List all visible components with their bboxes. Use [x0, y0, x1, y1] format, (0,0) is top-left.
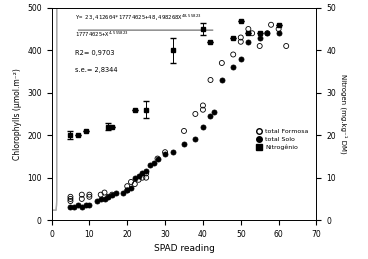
Point — [143, 171, 149, 176]
Point — [132, 182, 138, 186]
Point — [136, 174, 142, 178]
Point — [181, 129, 187, 133]
Point — [67, 199, 73, 203]
Point — [238, 57, 244, 61]
Point — [79, 205, 85, 210]
Point — [83, 203, 89, 207]
Point — [219, 61, 225, 65]
Point — [181, 142, 187, 146]
Point — [192, 137, 198, 141]
Point — [124, 188, 130, 192]
Text: s.e.= 2,8344: s.e.= 2,8344 — [75, 67, 118, 73]
Point — [208, 114, 213, 118]
Point — [67, 197, 73, 201]
Point — [192, 112, 198, 116]
Point — [71, 205, 77, 210]
Point — [276, 31, 282, 35]
Point — [245, 40, 251, 44]
Point — [147, 163, 153, 167]
Point — [105, 195, 111, 199]
Point — [136, 178, 142, 182]
Point — [230, 65, 236, 69]
Text: 17774025+X$^{4,555823}$: 17774025+X$^{4,555823}$ — [75, 30, 129, 39]
Point — [276, 27, 282, 31]
Point — [219, 78, 225, 82]
Point — [170, 150, 176, 154]
Point — [208, 78, 213, 82]
Point — [109, 193, 115, 197]
Point — [257, 44, 263, 48]
Legend: total Formosa, total Solo, Nitrogênio: total Formosa, total Solo, Nitrogênio — [254, 127, 311, 152]
Point — [211, 110, 217, 114]
Point — [94, 199, 100, 203]
Point — [162, 152, 168, 156]
Point — [86, 203, 92, 207]
Y-axis label: Chlorophylls (μmol.m⁻²): Chlorophylls (μmol.m⁻²) — [13, 68, 22, 160]
Point — [264, 31, 270, 35]
Point — [151, 161, 157, 165]
Point — [79, 193, 85, 197]
Text: R2= 0,9703: R2= 0,9703 — [75, 50, 115, 56]
Point — [98, 197, 104, 201]
Point — [98, 193, 104, 197]
Point — [200, 103, 206, 107]
Point — [124, 188, 130, 192]
Point — [155, 156, 160, 161]
Text: Y= 23,412604*17774025+48,498268X$^{48,55823}$: Y= 23,412604*17774025+48,498268X$^{48,55… — [75, 13, 202, 23]
Point — [139, 176, 145, 180]
Point — [230, 52, 236, 56]
Point — [102, 190, 107, 195]
Point — [238, 40, 244, 44]
Point — [86, 193, 92, 197]
Point — [113, 190, 119, 195]
Point — [238, 35, 244, 40]
X-axis label: SPAD reading: SPAD reading — [153, 244, 215, 253]
Point — [143, 169, 149, 173]
Point — [249, 31, 255, 35]
Point — [105, 195, 111, 199]
Point — [143, 176, 149, 180]
Point — [120, 190, 126, 195]
Point — [283, 44, 289, 48]
Point — [102, 197, 107, 201]
Point — [128, 186, 134, 190]
Point — [264, 31, 270, 35]
Point — [67, 195, 73, 199]
Point — [124, 184, 130, 188]
Point — [139, 171, 145, 176]
Point — [257, 35, 263, 40]
Point — [67, 205, 73, 210]
Point — [268, 23, 274, 27]
Point — [132, 176, 138, 180]
Point — [162, 150, 168, 154]
Point — [75, 203, 81, 207]
Y-axis label: Nitrogen (mg.kg⁻¹ DM): Nitrogen (mg.kg⁻¹ DM) — [340, 74, 347, 154]
Point — [200, 125, 206, 129]
Point — [109, 193, 115, 197]
Point — [128, 180, 134, 184]
Point — [245, 27, 251, 31]
Point — [155, 156, 160, 161]
Point — [79, 197, 85, 201]
Point — [200, 108, 206, 112]
Point — [86, 195, 92, 199]
